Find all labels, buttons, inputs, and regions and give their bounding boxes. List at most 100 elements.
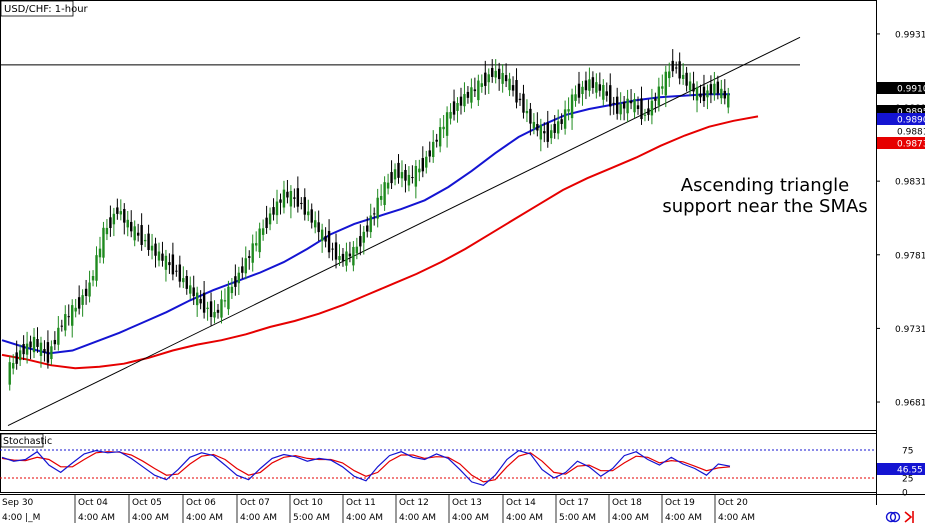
candle-bear (199, 298, 202, 304)
price-tag-box (877, 137, 925, 149)
candle-bull (88, 282, 91, 297)
x-date-label: Oct 07 (240, 498, 270, 508)
candle-bull (695, 87, 699, 101)
sync-icon[interactable] (885, 511, 901, 523)
candle-bull (574, 94, 577, 101)
candle-bull (338, 256, 341, 261)
candle-bear (546, 122, 549, 142)
candle-bear (77, 297, 81, 309)
candle-bear (692, 83, 695, 92)
candle-bear (279, 199, 282, 203)
candle-bull (227, 286, 230, 310)
candle-bull (393, 169, 397, 180)
candle-bear (390, 172, 393, 184)
candle-bull (525, 110, 529, 114)
candle-bear (553, 123, 556, 133)
x-time-label: 4:00 AM (665, 513, 702, 523)
chart-title-box (0, 0, 74, 17)
candle-bear (84, 288, 88, 296)
candle-bear (36, 339, 39, 347)
candle-bull (556, 121, 560, 134)
x-date-label: Oct 18 (612, 498, 642, 508)
candle-bull (470, 87, 473, 103)
candle-bull (213, 311, 216, 318)
candle-bear (192, 287, 195, 297)
candle-bull (258, 228, 261, 253)
candle-bear (491, 67, 494, 77)
candle-bear (341, 253, 345, 261)
candle-bear (185, 275, 188, 289)
candle-bull (414, 165, 418, 187)
candle-bear (202, 292, 206, 313)
candle-bear (116, 207, 119, 214)
candle-bull (456, 103, 459, 111)
candle-bear (327, 230, 331, 253)
sma-fast-line (1, 93, 730, 355)
x-date-label: Oct 19 (665, 498, 695, 508)
candle-bull (268, 213, 272, 225)
candle-bull (727, 93, 730, 108)
candle-bear (359, 236, 362, 247)
candle-bull (230, 286, 234, 294)
candle-bull (369, 215, 372, 233)
candle-bear (584, 80, 588, 91)
candle-bull (664, 71, 667, 96)
candle-bull (275, 201, 279, 216)
candle-bull (445, 112, 449, 136)
candle-bear (178, 264, 182, 282)
candle-bear (515, 80, 518, 103)
candle-bear (702, 86, 706, 102)
candle-bull (643, 114, 647, 116)
candle-bear (543, 131, 546, 134)
candle-bull (376, 197, 379, 219)
candle-bull (105, 227, 109, 235)
candle-bear (136, 232, 140, 236)
stoch-value-tag: 46.55 (897, 466, 923, 476)
candle-bull (189, 285, 192, 294)
candle-bull (254, 243, 258, 246)
candle-bear (366, 225, 369, 232)
candle-bull (220, 299, 223, 318)
x-date-label: Oct 17 (559, 498, 589, 508)
x-date-label: Oct 13 (452, 498, 482, 508)
candle-bull (626, 98, 629, 114)
candle-bull (133, 226, 136, 241)
candle-bear (612, 102, 615, 104)
x-date-label: Oct 20 (718, 498, 748, 508)
price-tag-label: 0.9873 (897, 140, 925, 150)
x-time-label: 5:00 AM (293, 513, 330, 523)
price-tag-label: 0.9895 (897, 108, 925, 118)
annotation-line-2: support near the SMAs (662, 196, 867, 217)
candle-bear (310, 209, 313, 223)
candle-bear (466, 91, 470, 98)
candle-bear (29, 341, 32, 348)
candle-bear (248, 256, 251, 258)
candle-bull (12, 363, 15, 369)
candle-bear (536, 124, 539, 131)
candle-bull (95, 255, 98, 281)
arrow-right-icon[interactable] (904, 511, 914, 523)
candle-bull (386, 182, 390, 189)
x-date-label: Oct 11 (346, 498, 376, 508)
candle-bull (237, 272, 241, 284)
candle-bear (411, 177, 414, 179)
candle-bull (567, 109, 570, 112)
candle-bear (511, 85, 515, 91)
candle-bear (234, 276, 237, 287)
y-tick-label: 0.9831 (895, 178, 925, 188)
candle-bear (640, 98, 643, 120)
candle-bear (577, 83, 581, 98)
candle-bull (494, 70, 497, 78)
chart-title: USD/CHF: 1-hour (4, 4, 89, 15)
x-time-label: 4:00 AM (240, 513, 277, 523)
candle-bull (588, 79, 591, 91)
candle-bull (57, 327, 60, 345)
candle-bear (428, 150, 431, 157)
candle-bear (60, 325, 64, 327)
candle-bull (91, 276, 95, 281)
stoch-k-line (1, 449, 731, 486)
candle-bear (435, 139, 438, 142)
candle-bull (508, 78, 511, 91)
candle-bear (518, 98, 522, 101)
